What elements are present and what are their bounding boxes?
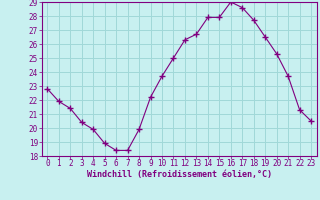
X-axis label: Windchill (Refroidissement éolien,°C): Windchill (Refroidissement éolien,°C) xyxy=(87,170,272,179)
